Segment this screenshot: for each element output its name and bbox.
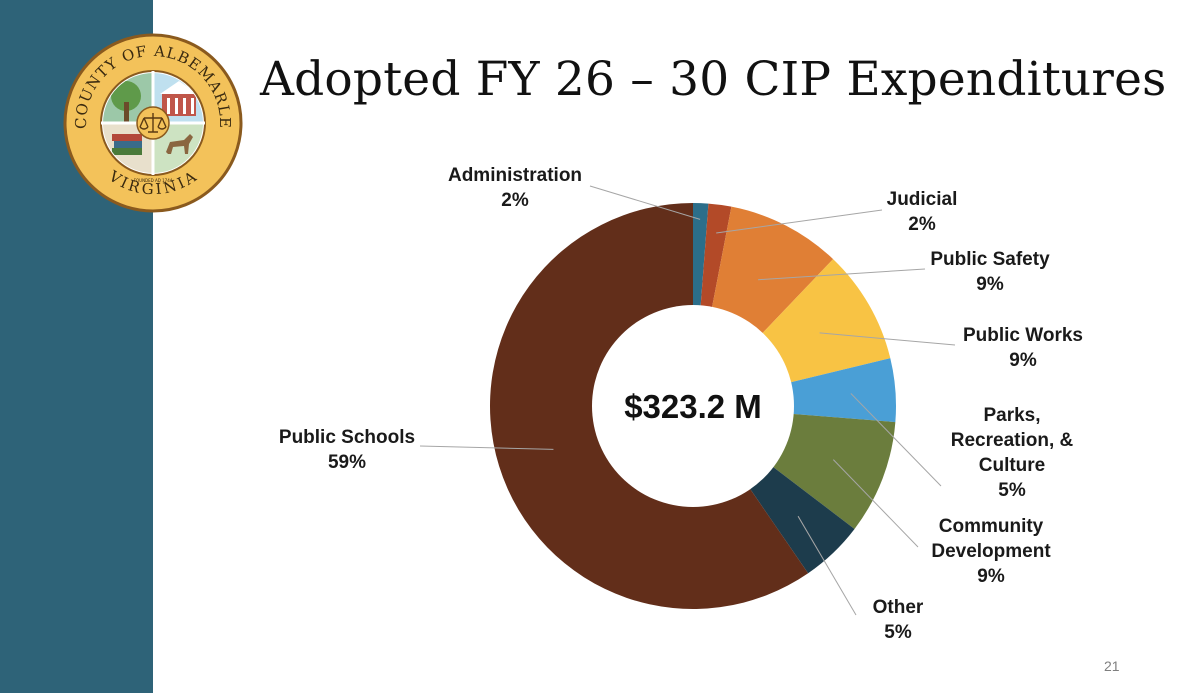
- slide-title: Adopted FY 26 – 30 CIP Expenditures: [260, 52, 1167, 107]
- donut-center-total: $323.2 M: [624, 388, 762, 425]
- data-label-line: Public Safety: [930, 249, 1050, 270]
- leader-line-administration: [589, 185, 701, 220]
- data-label-line: Administration: [448, 165, 582, 186]
- data-label-other: Other 5%: [873, 597, 924, 643]
- leader-line-public-safety: [758, 268, 926, 281]
- leader-line-community-development: [832, 459, 919, 548]
- data-label-parks-recreation-culture: Parks, Recreation, & Culture 5%: [951, 405, 1074, 501]
- data-label-public-safety: Public Safety 9%: [930, 249, 1050, 295]
- data-label-line: Public Schools: [279, 427, 415, 448]
- leader-line-public-works: [819, 332, 956, 346]
- data-label-line: Parks,: [983, 405, 1040, 426]
- data-label-line: Recreation, &: [951, 430, 1074, 451]
- horse-icon: [166, 134, 193, 154]
- data-label-line: 2%: [908, 214, 936, 235]
- donut-hole: [592, 305, 794, 507]
- data-label-line: Judicial: [887, 189, 958, 210]
- data-label-line: Other: [873, 597, 924, 618]
- data-label-line: Culture: [979, 455, 1046, 476]
- county-seal-logo: COUNTY OF ALBEMARLE VIRGINIA FOUNDED AD …: [63, 33, 243, 213]
- tree-icon: [111, 81, 141, 111]
- data-label-line: 9%: [976, 274, 1004, 295]
- data-label-line: Development: [931, 541, 1051, 562]
- books-icon: [112, 134, 142, 141]
- seal-founded-text: FOUNDED AD 1744: [134, 178, 173, 183]
- leader-line-public-schools: [419, 445, 554, 450]
- data-label-community-development: Community Development 9%: [931, 516, 1051, 587]
- data-label-public-schools: Public Schools 59%: [279, 427, 415, 473]
- data-label-administration: Administration 2%: [448, 165, 582, 211]
- page-number: 21: [1104, 658, 1120, 674]
- data-label-line: 9%: [977, 566, 1005, 587]
- data-label-line: 59%: [328, 452, 366, 473]
- data-label-line: 5%: [998, 480, 1026, 501]
- leader-line-judicial: [716, 209, 883, 234]
- data-label-judicial: Judicial 2%: [887, 189, 958, 235]
- data-label-line: 9%: [1009, 350, 1037, 371]
- data-label-line: Public Works: [963, 325, 1083, 346]
- rotunda-building-icon: [162, 94, 196, 116]
- data-label-line: 5%: [884, 622, 912, 643]
- leader-line-other: [797, 515, 857, 616]
- leader-line-parks-recreation-culture: [850, 393, 942, 487]
- data-label-public-works: Public Works 9%: [963, 325, 1083, 371]
- data-label-line: 2%: [501, 190, 529, 211]
- data-label-line: Community: [939, 516, 1044, 537]
